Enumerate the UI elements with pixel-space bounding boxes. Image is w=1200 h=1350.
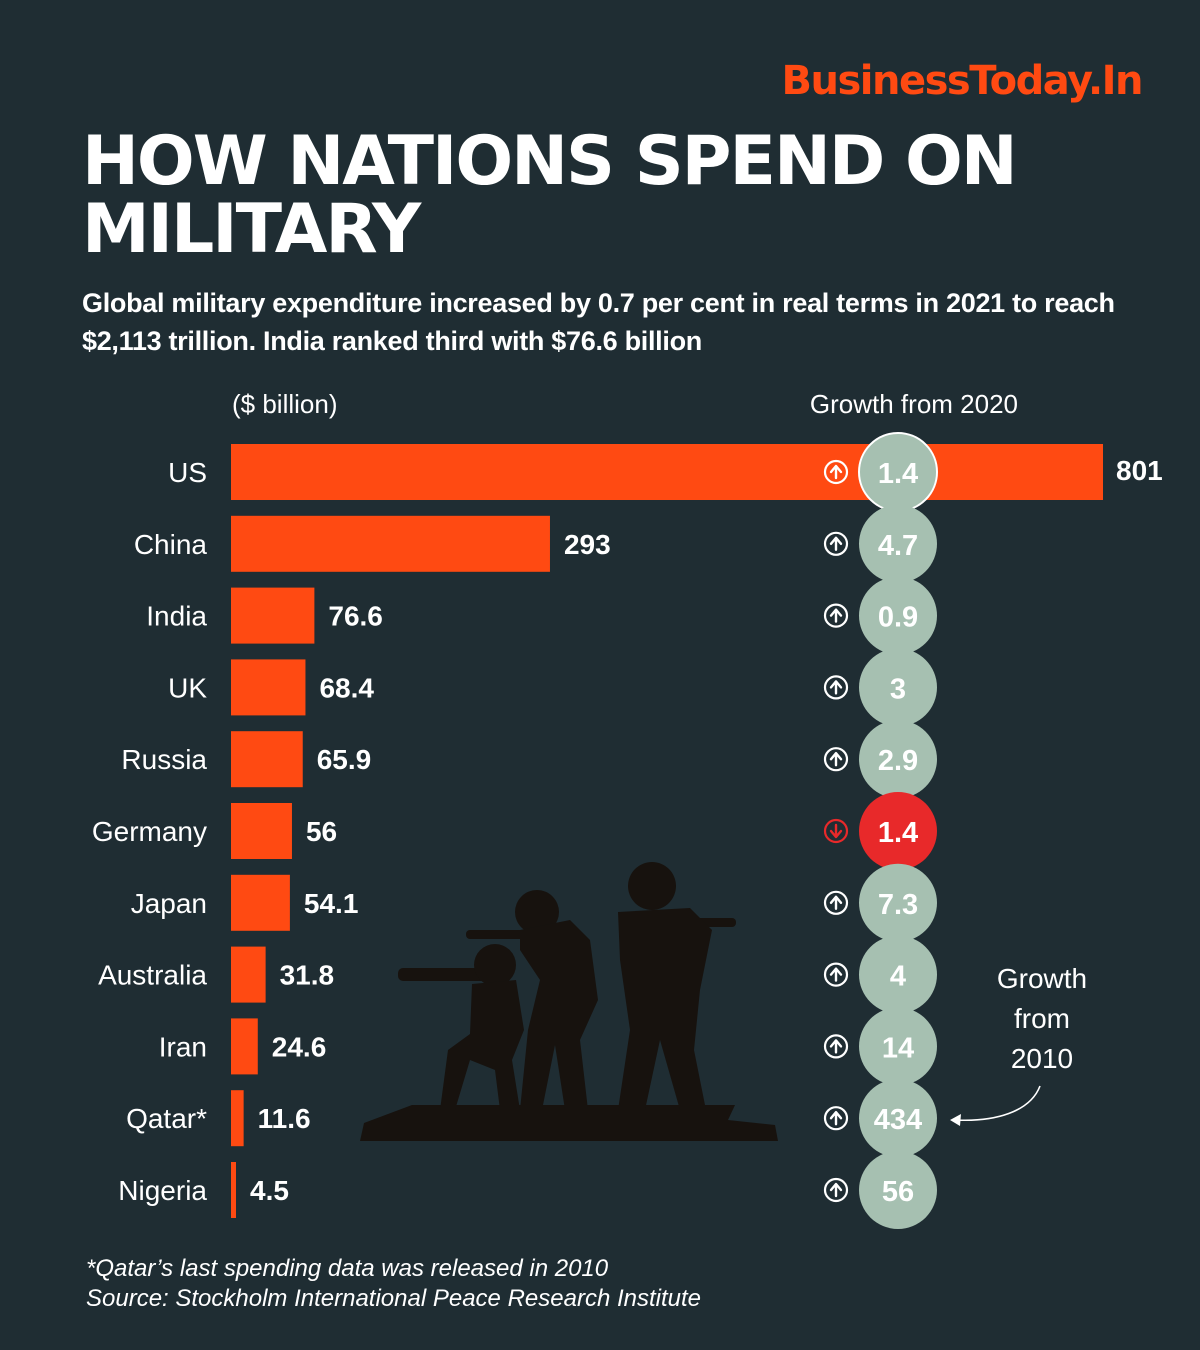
bar-australia <box>231 946 266 1003</box>
growth-value-qatar: 434 <box>874 1104 922 1136</box>
value-label-russia: 65.9 <box>317 744 372 775</box>
value-label-australia: 31.8 <box>280 960 335 991</box>
bar-nigeria <box>231 1162 236 1218</box>
arrow-up-icon <box>823 1177 849 1203</box>
growth-circle-india <box>859 576 937 655</box>
growth-value-germany: 1.4 <box>878 817 918 849</box>
growth-annotation: Growth from 2010 <box>950 963 1087 1126</box>
annotation-arrowhead <box>950 1114 961 1126</box>
arrow-up-icon <box>823 962 849 987</box>
category-label-germany: Germany <box>92 816 207 847</box>
growth-value-china: 4.7 <box>878 530 918 562</box>
bars-layer: US 801 China 293 India 76.6 UK 68.4 Russia 65.9 Ge… <box>92 444 1163 1218</box>
category-label-iran: Iran <box>159 1031 207 1062</box>
arrow-up-icon <box>823 531 849 556</box>
growth-circle-uk <box>859 648 937 727</box>
category-label-india: India <box>146 601 207 632</box>
arrow-up-icon <box>823 459 849 485</box>
soldiers-silhouette <box>360 862 778 1141</box>
category-label-uk: UK <box>168 672 207 703</box>
subtitle: Global military expenditure increased by… <box>82 288 1115 356</box>
value-label-nigeria: 4.5 <box>250 1175 289 1206</box>
arrow-up-icon <box>823 675 849 700</box>
annotation-line-2: from <box>1014 1003 1070 1034</box>
growth-circle-china <box>859 504 937 583</box>
category-label-nigeria: Nigeria <box>118 1175 207 1206</box>
growth-value-us: 1.4 <box>878 458 918 490</box>
value-label-uk: 68.4 <box>319 672 374 703</box>
growth-layer: 1.4 4.7 0.9 3 2.9 1.4 7.3 4 14 434 56 <box>823 432 938 1229</box>
value-label-india: 76.6 <box>328 601 383 632</box>
growth-circle-germany <box>859 792 937 870</box>
category-label-qatar: Qatar* <box>126 1103 207 1134</box>
arrow-up-icon <box>823 1034 849 1059</box>
bar-germany <box>231 803 292 859</box>
value-label-germany: 56 <box>306 816 337 847</box>
bar-qatar <box>231 1090 244 1147</box>
annotation-line-1: Growth <box>997 963 1087 994</box>
growth-circle-russia <box>859 720 937 799</box>
growth-value-india: 0.9 <box>878 602 918 634</box>
bar-us <box>231 444 1103 500</box>
arrow-up-icon <box>823 603 849 628</box>
brand-logo: BusinessToday.In <box>781 58 1143 104</box>
footnotes: *Qatar’s last spending data was released… <box>86 1254 701 1314</box>
arrow-up-icon <box>823 1106 849 1131</box>
page-title: HOW NATIONS SPEND ON MILITARY <box>82 122 1018 269</box>
growth-circle-qatar <box>859 1079 937 1158</box>
value-label-iran: 24.6 <box>272 1031 327 1062</box>
bar-iran <box>231 1018 258 1075</box>
value-label-qatar: 11.6 <box>258 1103 311 1134</box>
value-label-china: 293 <box>564 529 611 560</box>
bar-russia <box>231 731 303 788</box>
annotation-arrow <box>954 1085 1041 1122</box>
arrow-down-icon <box>823 818 849 844</box>
growth-value-australia: 4 <box>890 961 906 993</box>
growth-value-russia: 2.9 <box>878 745 918 777</box>
category-label-china: China <box>134 529 208 560</box>
growth-circle-japan <box>859 863 937 942</box>
annotation-line-3: 2010 <box>1011 1043 1073 1074</box>
qatar-footnote: *Qatar’s last spending data was released… <box>86 1255 609 1282</box>
bar-china <box>231 515 550 572</box>
growth-circle-australia <box>859 935 937 1014</box>
bar-uk <box>231 659 306 716</box>
category-label-australia: Australia <box>98 960 207 991</box>
source-footnote: Source: Stockholm International Peace Re… <box>86 1285 701 1312</box>
growth-circle-nigeria <box>859 1151 937 1229</box>
growth-value-uk: 3 <box>890 673 906 705</box>
growth-value-iran: 14 <box>882 1032 914 1064</box>
growth-circle-iran <box>859 1007 937 1086</box>
value-label-us: 801 <box>1116 455 1163 486</box>
growth-value-japan: 7.3 <box>878 889 918 921</box>
bar-japan <box>231 874 290 931</box>
arrow-up-icon <box>823 890 849 915</box>
category-label-japan: Japan <box>131 888 207 919</box>
category-label-us: US <box>168 457 207 488</box>
arrow-up-icon <box>823 747 849 772</box>
growth-value-nigeria: 56 <box>882 1176 914 1208</box>
value-label-japan: 54.1 <box>304 888 359 919</box>
category-label-russia: Russia <box>121 744 207 775</box>
unit-label: ($ billion) <box>232 389 338 419</box>
bar-india <box>231 587 315 644</box>
growth-header: Growth from 2020 <box>810 389 1018 419</box>
